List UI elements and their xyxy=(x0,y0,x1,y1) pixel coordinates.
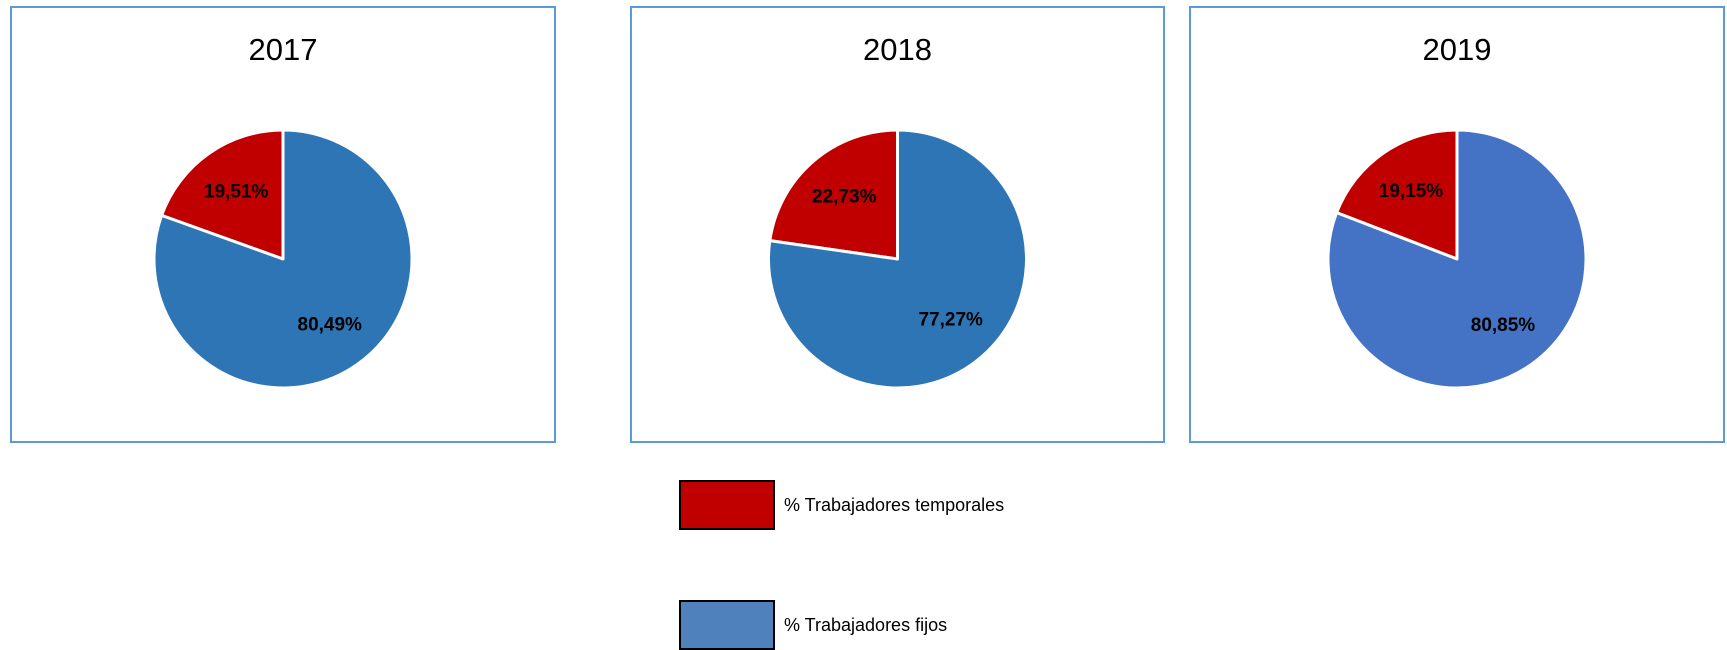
pie-slice xyxy=(1335,128,1459,261)
legend-swatch xyxy=(679,480,775,530)
data-label: 22,73% xyxy=(812,187,877,208)
legend-label: % Trabajadores temporales xyxy=(784,495,1004,515)
data-label: 77,27% xyxy=(918,309,983,330)
data-label: 80,49% xyxy=(298,314,363,335)
data-label: 80,85% xyxy=(1471,315,1536,336)
legend-swatch xyxy=(679,600,775,650)
pie-slice xyxy=(152,128,414,390)
legend-label: % Trabajadores fijos xyxy=(784,615,947,635)
pie-slice xyxy=(767,128,1028,390)
chart-title: 2018 xyxy=(863,32,932,67)
chart-title: 2019 xyxy=(1423,32,1492,67)
pie-slice xyxy=(1326,128,1588,390)
pie-slice xyxy=(160,128,285,261)
pie-slice xyxy=(768,128,899,261)
chart-title: 2017 xyxy=(249,32,318,67)
data-label: 19,15% xyxy=(1379,181,1444,202)
data-label: 19,51% xyxy=(204,182,269,203)
